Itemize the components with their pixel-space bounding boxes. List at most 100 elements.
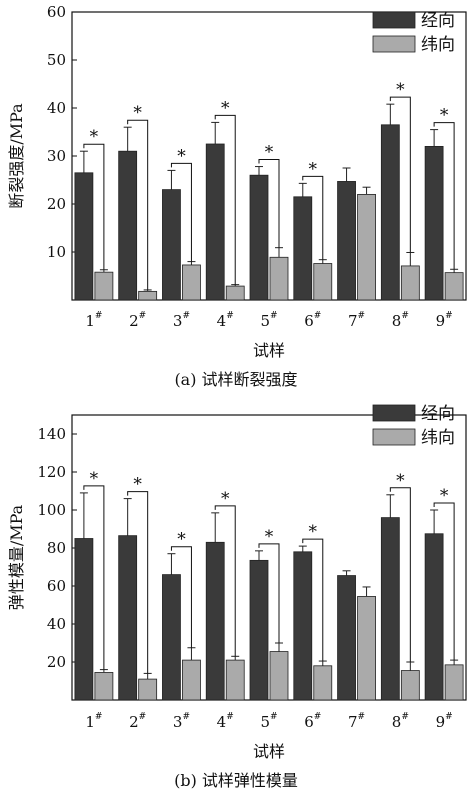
x-tick-label: 5# <box>260 712 277 731</box>
significance-bracket <box>302 538 324 662</box>
significance-mark: * <box>133 103 142 123</box>
significance-bracket <box>170 162 192 262</box>
y-tick-label: 60 <box>47 577 66 595</box>
significance-bracket <box>433 122 455 270</box>
bar-warp-8 <box>380 124 400 301</box>
x-tick-label: 4# <box>217 712 234 731</box>
significance-bracket <box>83 143 105 270</box>
significance-bracket <box>258 159 280 248</box>
bar-weft-8 <box>400 670 420 701</box>
y-tick-label: 100 <box>37 501 66 519</box>
bar-warp-9 <box>424 145 444 301</box>
significance-bracket <box>83 485 105 670</box>
significance-mark: * <box>265 527 274 547</box>
bar-warp-2 <box>118 535 138 701</box>
x-tick-label: 7# <box>348 712 365 731</box>
bar-weft-3 <box>182 659 201 701</box>
significance-mark: * <box>177 530 186 550</box>
y-tick-label: 10 <box>47 243 66 261</box>
legend-swatch <box>372 11 416 29</box>
x-tick-label: 3# <box>173 712 190 731</box>
bar-weft-9 <box>444 272 464 301</box>
x-tick-label: 5# <box>260 311 277 330</box>
y-tick-label: 140 <box>37 425 66 443</box>
significance-mark: * <box>221 489 230 509</box>
significance-mark: * <box>90 127 99 147</box>
bar-weft-6 <box>313 665 333 701</box>
y-axis-label: 弹性模量/MPa <box>7 504 26 610</box>
bar-warp-8 <box>380 517 400 701</box>
significance-mark: * <box>90 469 99 489</box>
bar-warp-4 <box>205 541 225 701</box>
bar-warp-5 <box>249 174 269 301</box>
significance-mark: * <box>440 486 449 506</box>
significance-mark: * <box>133 475 142 495</box>
bar-warp-3 <box>162 189 181 301</box>
bar-weft-8 <box>400 265 420 301</box>
significance-bracket <box>170 546 192 648</box>
bar-warp-7 <box>337 181 356 301</box>
chart-panel-b: 20 40 60 80 100 120 140 弹性模量/MPa * 1# * 2# * 3# * 4# * 5#… <box>7 404 467 790</box>
significance-mark: * <box>440 106 449 126</box>
bar-weft-3 <box>182 264 201 301</box>
significance-bracket <box>433 502 455 661</box>
panel-caption: (b) 试样弹性模量 <box>174 771 298 790</box>
x-tick-label: 9# <box>436 712 453 731</box>
legend-label: 纬向 <box>421 428 455 448</box>
significance-mark: * <box>396 80 405 100</box>
x-tick-label: 1# <box>85 712 102 731</box>
x-tick-label: 1# <box>85 311 102 330</box>
bar-warp-4 <box>205 143 225 301</box>
bar-weft-7 <box>357 596 376 701</box>
bar-warp-1 <box>74 538 94 701</box>
bar-warp-1 <box>74 172 94 301</box>
y-tick-label: 60 <box>47 3 66 21</box>
bar-warp-2 <box>118 150 138 301</box>
chart-panel-a: 10 20 30 40 50 60 断裂强度/MPa * 1# * 2# * 3# * 4# * 5# * 6# 7#… <box>7 3 467 389</box>
x-tick-label: 3# <box>173 311 190 330</box>
bar-weft-5 <box>269 256 289 301</box>
bar-warp-6 <box>293 551 313 701</box>
x-tick-label: 2# <box>129 311 146 330</box>
significance-bracket <box>302 175 324 260</box>
bar-weft-5 <box>269 651 289 701</box>
x-tick-label: 6# <box>304 712 321 731</box>
significance-mark: * <box>221 98 230 118</box>
legend-swatch <box>372 428 416 446</box>
bar-warp-6 <box>293 196 313 301</box>
significance-bracket <box>258 543 280 643</box>
significance-bracket <box>214 114 236 285</box>
x-tick-label: 9# <box>436 311 453 330</box>
significance-mark: * <box>177 146 186 166</box>
significance-mark: * <box>265 143 274 163</box>
bar-weft-7 <box>357 193 376 301</box>
bar-warp-5 <box>249 559 269 701</box>
significance-bracket <box>214 505 236 657</box>
x-tick-label: 4# <box>217 311 234 330</box>
bar-weft-1 <box>94 271 114 301</box>
significance-mark: * <box>309 522 318 542</box>
bar-weft-6 <box>313 263 333 301</box>
y-tick-label: 40 <box>47 99 66 117</box>
x-tick-label: 2# <box>129 712 146 731</box>
significance-bracket <box>389 96 411 253</box>
bar-warp-7 <box>337 575 356 701</box>
bar-warp-3 <box>162 574 181 701</box>
plot-frame <box>71 414 467 701</box>
bar-warp-9 <box>424 533 444 701</box>
y-tick-label: 20 <box>47 195 66 213</box>
x-axis-label: 试样 <box>253 341 285 360</box>
x-axis-label: 试样 <box>253 742 285 761</box>
significance-mark: * <box>309 159 318 179</box>
y-tick-label: 30 <box>47 147 66 165</box>
legend-swatch <box>372 35 416 53</box>
x-tick-label: 8# <box>392 712 409 731</box>
significance-mark: * <box>396 471 405 491</box>
legend-label: 经向 <box>421 404 455 424</box>
y-axis-label: 断裂强度/MPa <box>7 103 26 209</box>
panel-caption: (a) 试样断裂强度 <box>174 370 297 389</box>
significance-bracket <box>127 491 149 674</box>
